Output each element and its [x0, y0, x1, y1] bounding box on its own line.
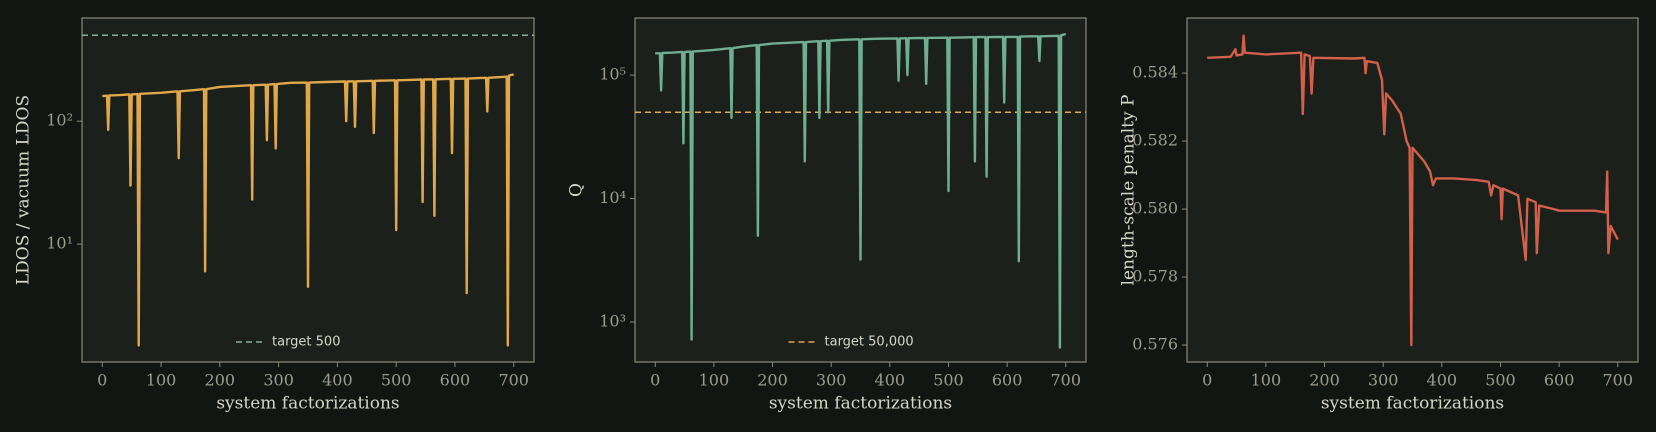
legend-label: target 50,000: [825, 335, 914, 350]
x-tick-label: 700: [498, 371, 529, 390]
x-tick-label: 0: [1202, 371, 1212, 390]
y-tick-label: 10²: [46, 111, 73, 130]
x-axis-label: system factorizations: [1321, 394, 1504, 414]
x-tick-label: 200: [1309, 371, 1340, 390]
x-tick-label: 300: [816, 371, 847, 390]
x-tick-label: 400: [1427, 371, 1458, 390]
x-tick-label: 100: [1251, 371, 1282, 390]
x-tick-label: 500: [381, 371, 412, 390]
x-tick-label: 100: [146, 371, 177, 390]
y-axis-label: Q: [567, 183, 587, 197]
x-tick-label: 600: [440, 371, 471, 390]
x-tick-label: 100: [699, 371, 730, 390]
x-tick-label: 700: [1602, 371, 1633, 390]
y-tick-label: 0.576: [1132, 335, 1178, 354]
x-tick-label: 200: [757, 371, 788, 390]
x-tick-label: 400: [322, 371, 353, 390]
x-tick-label: 600: [992, 371, 1023, 390]
y-tick-label: 10⁵: [599, 65, 626, 84]
y-tick-label: 10¹: [46, 234, 73, 253]
data-line: [655, 32, 1067, 349]
y-tick-label: 0.580: [1132, 199, 1178, 218]
data-line: [102, 73, 514, 347]
x-tick-label: 700: [1050, 371, 1081, 390]
y-axis-label: length-scale penalty P: [1119, 95, 1139, 286]
y-tick-label: 10⁴: [599, 188, 626, 207]
x-axis-label: system factorizations: [769, 394, 952, 414]
y-tick-label: 0.578: [1132, 267, 1178, 286]
x-tick-label: 300: [1368, 371, 1399, 390]
y-tick-label: 10³: [599, 311, 626, 330]
x-axis-label: system factorizations: [216, 394, 399, 414]
y-tick-label: 0.584: [1132, 63, 1178, 82]
y-tick-label: 0.582: [1132, 131, 1178, 150]
legend-label: target 500: [272, 335, 340, 350]
x-tick-label: 600: [1544, 371, 1575, 390]
x-tick-label: 0: [97, 371, 107, 390]
data-line: [1207, 34, 1619, 347]
x-tick-label: 500: [933, 371, 964, 390]
x-tick-label: 400: [875, 371, 906, 390]
x-tick-label: 200: [205, 371, 236, 390]
x-tick-label: 500: [1485, 371, 1516, 390]
x-tick-label: 0: [650, 371, 660, 390]
x-tick-label: 300: [263, 371, 294, 390]
y-axis-label: LDOS / vacuum LDOS: [14, 95, 34, 285]
